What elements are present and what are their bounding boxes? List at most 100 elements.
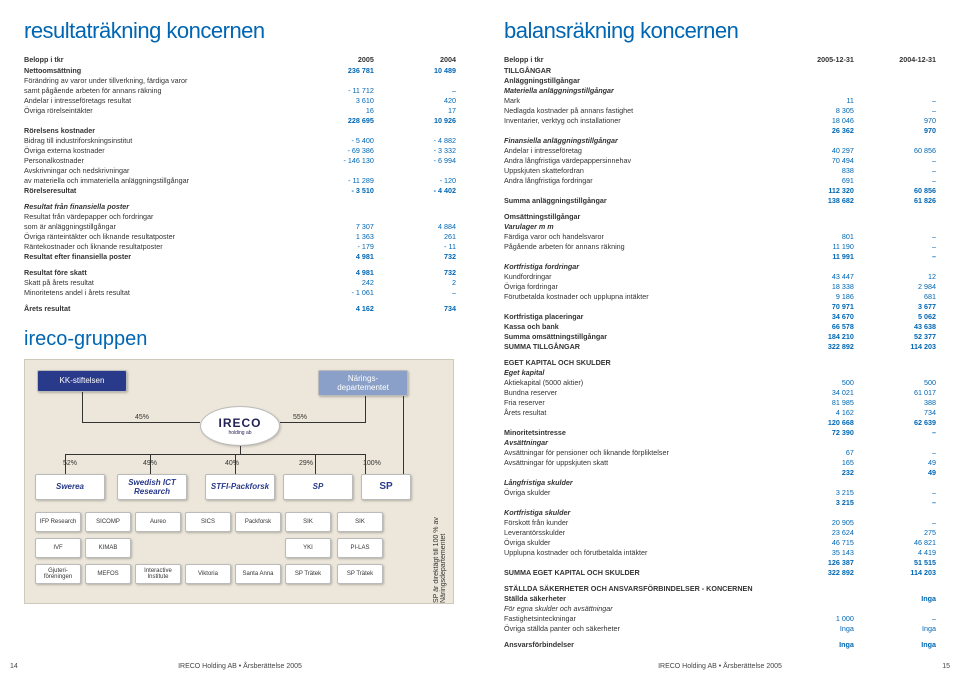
org-small-box: Aureo <box>135 512 181 532</box>
table-row: Skatt på årets resultat2422 <box>24 278 456 288</box>
ireco-logo: IRECO holding ab <box>200 406 280 446</box>
org-box: Swerea <box>35 474 105 500</box>
balance-sheet-table: Belopp i tkr 2005-12-31 2004-12-31 TILLG… <box>504 54 936 650</box>
org-small-box: MEFOS <box>85 564 131 584</box>
table-row: Övriga fordringar18 3382 984 <box>504 282 936 292</box>
table-row: Kortfristiga placeringar34 6705 062 <box>504 312 936 322</box>
table-row: Övriga ränteintäkter och liknande result… <box>24 232 456 242</box>
table-row: Bundna reserver34 02161 017 <box>504 388 936 398</box>
table-row: Resultat från värdepapper och fordringar <box>24 212 456 222</box>
page-right: balansräkning koncernen Belopp i tkr 200… <box>480 0 960 678</box>
org-small-box: Gjuteri-föreningen <box>35 564 81 584</box>
table-row: Förskott från kunder20 905– <box>504 518 936 528</box>
pct-40: 40% <box>225 460 239 467</box>
table-row: Minoritetsintresse72 390– <box>504 428 936 438</box>
table-row: Övriga skulder3 215– <box>504 488 936 498</box>
org-box: STFI-Packforsk <box>205 474 275 500</box>
org-small-box: Packforsk <box>235 512 281 532</box>
table-row: EGET KAPITAL OCH SKULDER <box>504 358 936 368</box>
table-row: SUMMA TILLGÅNGAR322 892114 203 <box>504 342 936 352</box>
table-row: Andelar i intresseföretags resultat3 610… <box>24 96 456 106</box>
table-row: Nettoomsättning236 78110 489 <box>24 66 456 76</box>
org-small-box: IVF <box>35 538 81 558</box>
table-row: Summa omsättningstillgångar184 21052 377 <box>504 332 936 342</box>
table-row: Anläggningstillgångar <box>504 76 936 86</box>
table-row: Bidrag till industriforskningsinstitut- … <box>24 136 456 146</box>
table-row: Upplupna kostnader och förutbetalda intä… <box>504 548 936 558</box>
table-row: Räntekostnader och liknande resultatpost… <box>24 242 456 252</box>
org-small-box: KIMAB <box>85 538 131 558</box>
table-head: Belopp i tkr 2005 2004 <box>24 54 456 66</box>
left-title: resultaträkning koncernen <box>24 18 456 44</box>
table-row: Andelar i intresseföretag40 29760 856 <box>504 146 936 156</box>
table-row: Rörelsens kostnader <box>24 126 456 136</box>
table-row: Summa anläggningstillgångar138 68261 826 <box>504 196 936 206</box>
org-small-box: SICOMP <box>85 512 131 532</box>
table-row: Resultat efter finansiella poster4 98173… <box>24 252 456 262</box>
org-box: Swedish ICT Research <box>117 474 187 500</box>
table-row: STÄLLDA SÄKERHETER OCH ANSVARSFÖRBINDELS… <box>504 584 936 594</box>
org-small-box: PI-LAS <box>337 538 383 558</box>
table-row: Leverantörsskulder23 624275 <box>504 528 936 538</box>
table-row: Avsättningar <box>504 438 936 448</box>
table-row: Årets resultat4 162734 <box>504 408 936 418</box>
footer-left: IRECO Holding AB • Årsberättelse 2005 <box>0 663 480 670</box>
org-box: SP <box>283 474 353 500</box>
table-row: Avsättningar för uppskjuten skatt16549 <box>504 458 936 468</box>
table-row: Ställda säkerheterInga <box>504 594 936 604</box>
pct-45: 45% <box>135 414 149 421</box>
table-row: Mark11– <box>504 96 936 106</box>
org-small-box: SIK <box>337 512 383 532</box>
table-row: Kundfordringar43 44712 <box>504 272 936 282</box>
table-row: SUMMA EGET KAPITAL OCH SKULDER322 892114… <box>504 568 936 578</box>
org-small-box: IFP Research <box>35 512 81 532</box>
table-row: Färdiga varor och handelsvaror801– <box>504 232 936 242</box>
table-row: Fastighetsinteckningar1 000– <box>504 614 936 624</box>
table-row: Finansiella anläggningstillgångar <box>504 136 936 146</box>
table-row: Materiella anläggningstillgångar <box>504 86 936 96</box>
table-head: Belopp i tkr 2005-12-31 2004-12-31 <box>504 54 936 66</box>
table-row: samt pågående arbeten för annans räkning… <box>24 86 456 96</box>
table-row: Övriga externa kostnader- 69 386- 3 332 <box>24 146 456 156</box>
table-row: AnsvarsförbindelserIngaInga <box>504 640 936 650</box>
table-row: 112 32060 856 <box>504 186 936 196</box>
table-row: Eget kapital <box>504 368 936 378</box>
org-small-box: YKI <box>285 538 331 558</box>
org-box: SP <box>361 474 411 500</box>
ireco-gruppen-heading: ireco-gruppen <box>24 328 456 351</box>
table-row: 11 991– <box>504 252 936 262</box>
kk-box: KK-stiftelsen <box>37 370 127 392</box>
org-small-box: Viktoria <box>185 564 231 584</box>
table-row: Övriga ställda panter och säkerheterInga… <box>504 624 936 634</box>
sp-vertical-note: SP är direktägt till 100 % av Näringsdep… <box>433 470 447 603</box>
table-row: Årets resultat4 162734 <box>24 304 456 314</box>
ownership-diagram: KK-stiftelsen Närings- departementet IRE… <box>24 359 454 604</box>
table-row: Resultat före skatt4 981732 <box>24 268 456 278</box>
right-title: balansräkning koncernen <box>504 18 936 44</box>
table-row: Resultat från finansiella poster <box>24 202 456 212</box>
table-row: Omsättningstillgångar <box>504 212 936 222</box>
table-row: Andra långfristiga fordringar691– <box>504 176 936 186</box>
table-row: Andra långfristiga värdepappersinnehav70… <box>504 156 936 166</box>
table-row: 26 362970 <box>504 126 936 136</box>
table-row: Aktiekapital (5000 aktier)500500 <box>504 378 936 388</box>
table-row: TILLGÅNGAR <box>504 66 936 76</box>
org-small-box: SIK <box>285 512 331 532</box>
table-row: Avskrivningar och nedskrivningar <box>24 166 456 176</box>
org-small-box: Interactive Institute <box>135 564 181 584</box>
table-row: 228 69510 926 <box>24 116 456 126</box>
org-small-box: SICS <box>185 512 231 532</box>
table-row: Uppskjuten skattefordran838– <box>504 166 936 176</box>
income-statement-table: Belopp i tkr 2005 2004 Nettoomsättning23… <box>24 54 456 314</box>
pct-29: 29% <box>299 460 313 467</box>
table-row: Avsättningar för pensioner och liknande … <box>504 448 936 458</box>
table-row: Långfristiga skulder <box>504 478 936 488</box>
table-row: 70 9713 677 <box>504 302 936 312</box>
table-row: Personalkostnader- 146 130- 6 994 <box>24 156 456 166</box>
table-row: Kassa och bank66 57843 638 <box>504 322 936 332</box>
table-row: Övriga rörelseintäkter1617 <box>24 106 456 116</box>
table-row: Förändring av varor under tillverkning, … <box>24 76 456 86</box>
table-row: Nedlagda kostnader på annans fastighet8 … <box>504 106 936 116</box>
table-row: 120 66862 639 <box>504 418 936 428</box>
table-row: För egna skulder och avsättningar <box>504 604 936 614</box>
